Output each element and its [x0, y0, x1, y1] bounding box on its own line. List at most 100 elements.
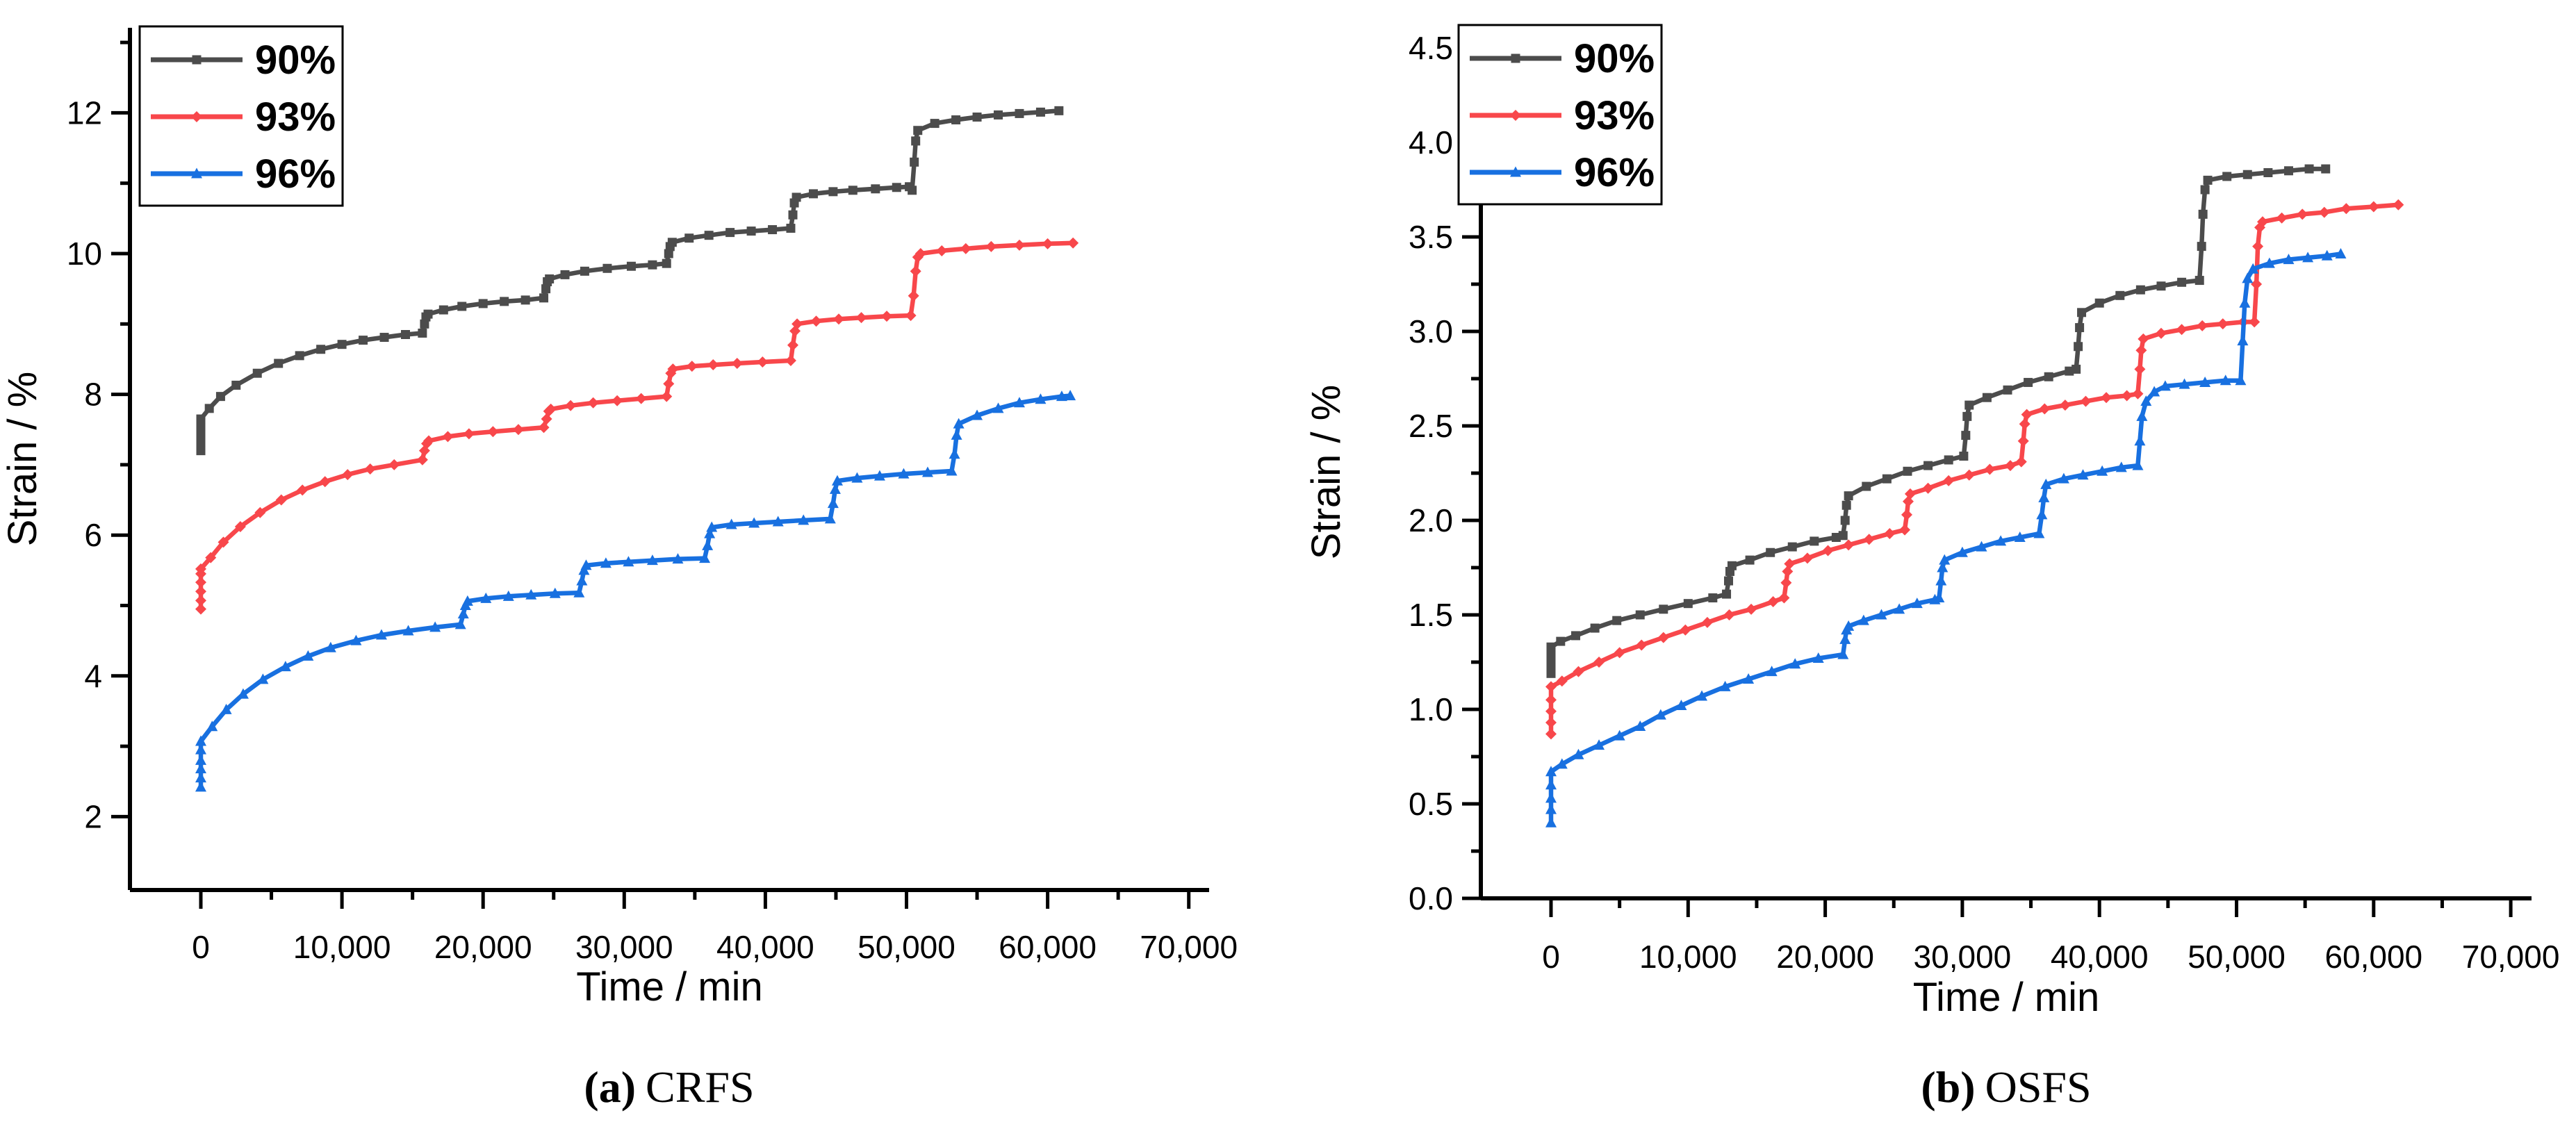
caption-a-label: CRFS [646, 1062, 755, 1112]
series-90-marker [2044, 372, 2053, 381]
series-93-marker [2017, 435, 2029, 447]
panel-b-chart: 0 10,000 20,000 30,000 40,000 50,000 60,000 70,… [1304, 24, 2559, 1020]
series-90-marker [1054, 106, 1064, 115]
series-93-marker [297, 484, 309, 496]
caption-a: (a) CRFS [584, 1062, 754, 1113]
series-93-marker [914, 248, 926, 259]
series-96-marker [2247, 263, 2259, 274]
x-tick-label: 50,000 [858, 929, 955, 965]
series-96-marker [951, 429, 962, 440]
series-90-marker [418, 328, 427, 338]
x-tick-label: 70,000 [1140, 929, 1238, 965]
series-96-marker [971, 409, 983, 420]
series-93-marker [195, 563, 206, 575]
y-tick-label: 2.5 [1409, 408, 1453, 444]
series-96-marker [1839, 633, 1851, 644]
legend-marker-93 [1510, 110, 1521, 121]
series-90-marker [457, 302, 467, 311]
series-93-marker [2297, 208, 2308, 220]
series-96-marker [220, 703, 232, 714]
series-90-marker [1982, 393, 1992, 402]
series-96-marker [702, 539, 714, 550]
legend-marker-96 [1510, 166, 1521, 177]
series-90-marker [1810, 536, 1819, 546]
y-tick-label: 2 [84, 798, 102, 834]
series-96-marker [600, 557, 612, 568]
series-93-marker [1545, 694, 1557, 706]
series-93-marker [2059, 399, 2071, 411]
series-96-marker [1675, 700, 1687, 711]
x-tick-label: 40,000 [716, 929, 814, 965]
series-96-marker [1937, 561, 1949, 572]
series-90-markers [1546, 164, 2331, 678]
series-90-marker [2024, 377, 2033, 387]
series-93-marker [785, 354, 796, 366]
x-tick-label: 30,000 [1914, 939, 2012, 975]
legend-entry-96: 96% [1470, 150, 1655, 195]
series-96-marker [2140, 395, 2152, 406]
series-90-marker [196, 429, 206, 438]
y-tick-label: 4.5 [1409, 30, 1453, 66]
series-90-marker [1961, 431, 1971, 440]
panel-a-chart: 0 10,000 20,000 30,000 40,000 50,000 60,000 70,… [0, 25, 1238, 1010]
series-93-markers [195, 237, 1079, 615]
series-96-marker [1696, 690, 1708, 701]
series-96-marker [2136, 410, 2148, 421]
series-93-marker [342, 469, 354, 481]
series-90-marker [951, 115, 961, 125]
caption-a-marker: (a) [584, 1062, 637, 1112]
y-tick-label: 0.0 [1409, 880, 1453, 916]
series-90-marker [871, 184, 880, 194]
legend-marker-93 [191, 111, 202, 122]
series-93-marker [2134, 363, 2146, 375]
series-90-marker [1959, 452, 1969, 461]
series-96-marker [279, 661, 291, 672]
series-90-marker [667, 238, 677, 247]
series-96-marker [829, 483, 841, 494]
series-90-marker [2072, 364, 2081, 374]
series-96-marker [2014, 531, 2026, 542]
series-93-marker [2132, 388, 2144, 399]
series-93-marker [538, 422, 550, 434]
y-tick-label: 4 [84, 658, 102, 694]
series-96-marker [2115, 461, 2127, 472]
series-96-marker [302, 650, 314, 661]
y-tick-label: 3.5 [1409, 219, 1453, 255]
y-tick-label: 2.0 [1409, 502, 1453, 538]
series-93-marker [487, 426, 499, 438]
series-90-marker [1722, 589, 1732, 599]
series-96-marker [946, 465, 958, 476]
legend-box: 90% 93% 96% [138, 25, 344, 207]
series-93-marker [2080, 395, 2092, 407]
series-90-marker [196, 421, 206, 431]
series-96-markers [1545, 247, 2347, 827]
series-90-marker [545, 274, 555, 283]
series-90-marker [892, 183, 901, 192]
series-93-marker [1901, 509, 1912, 520]
series-96-marker [1911, 598, 1923, 609]
series-96-marker [1545, 792, 1557, 803]
series-93-marker [1545, 705, 1557, 717]
series-90-marker [1903, 466, 1912, 476]
series-96-marker [1545, 779, 1557, 790]
y-tick-label: 8 [84, 377, 102, 413]
series-90-marker [400, 329, 410, 339]
series-96-marker [1545, 816, 1557, 827]
series-93-marker [791, 318, 803, 330]
series-93-marker [1545, 717, 1557, 729]
series-93-marker [2217, 318, 2229, 330]
series-96-marker [2179, 378, 2190, 389]
series-90-marker [2304, 164, 2314, 174]
series-93-marker [1902, 495, 1914, 507]
series-93-marker [667, 363, 679, 375]
series-96-marker [623, 556, 634, 567]
x-tick-label: 40,000 [2051, 939, 2149, 975]
series-96-marker [646, 554, 658, 566]
series-96-marker [873, 470, 885, 481]
series-90-marker [1590, 623, 1600, 633]
series-96-marker [195, 743, 206, 755]
series-93-marker [2019, 418, 2031, 430]
series-96-marker [2242, 272, 2254, 283]
series-93-marker [1067, 237, 1079, 249]
series-90-marker [438, 305, 448, 315]
